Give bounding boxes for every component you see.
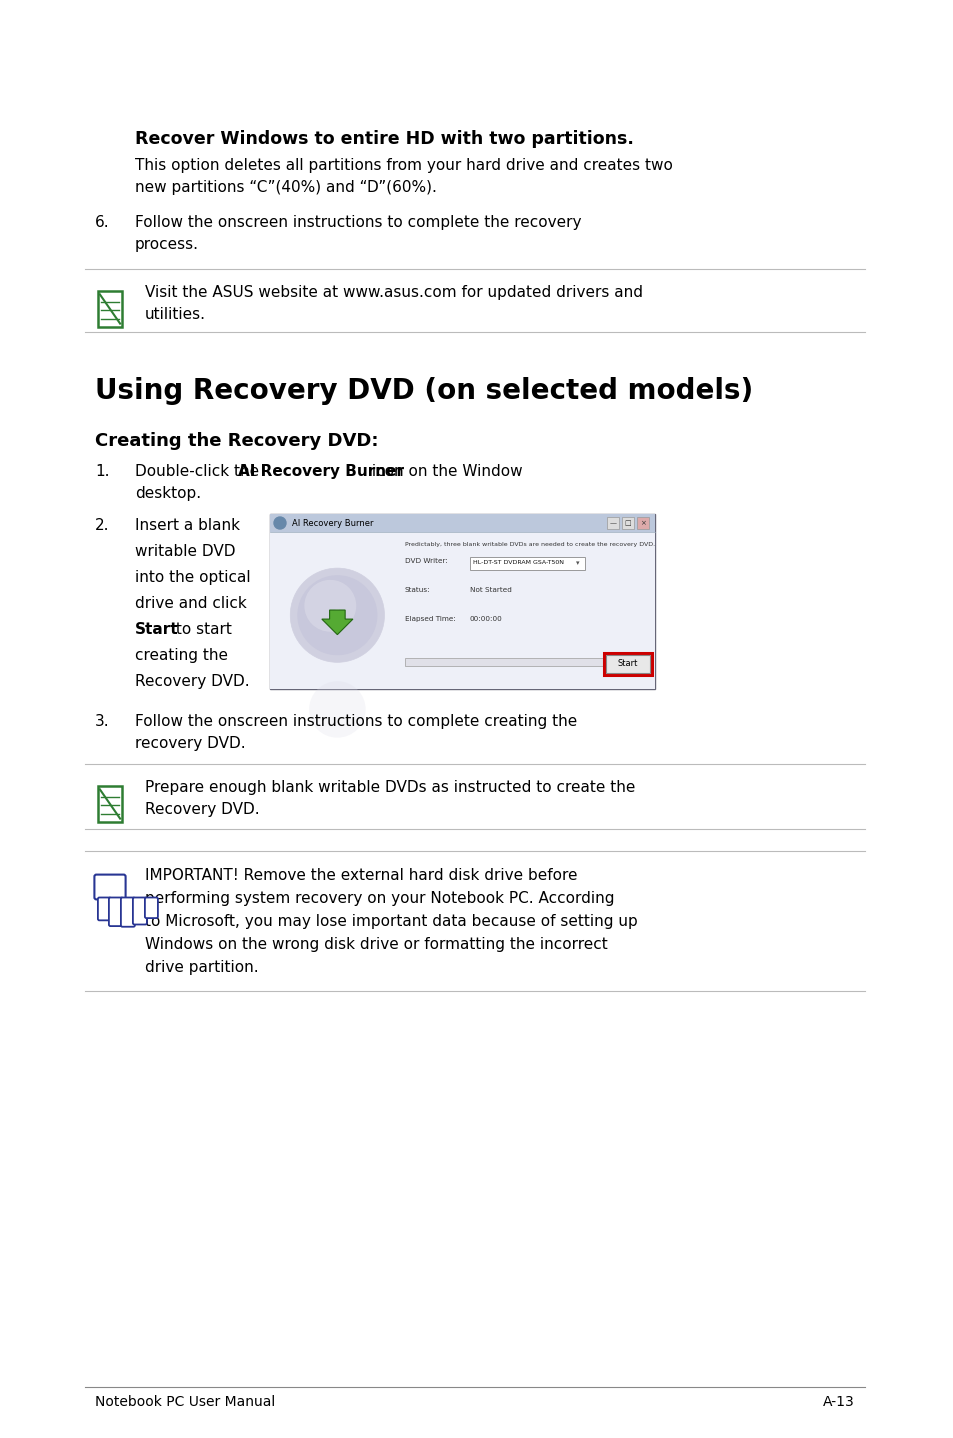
Text: process.: process.	[135, 237, 199, 252]
Text: Status:: Status:	[404, 587, 430, 592]
Text: Visit the ASUS website at www.asus.com for updated drivers and: Visit the ASUS website at www.asus.com f…	[145, 285, 642, 301]
Text: drive partition.: drive partition.	[145, 961, 258, 975]
FancyBboxPatch shape	[637, 518, 648, 529]
Text: desktop.: desktop.	[135, 486, 201, 500]
FancyBboxPatch shape	[605, 654, 649, 673]
Text: creating the: creating the	[135, 649, 228, 663]
Text: IMPORTANT! Remove the external hard disk drive before: IMPORTANT! Remove the external hard disk…	[145, 869, 577, 883]
Text: Prepare enough blank writable DVDs as instructed to create the: Prepare enough blank writable DVDs as in…	[145, 779, 635, 795]
Text: Recovery DVD.: Recovery DVD.	[135, 674, 250, 689]
Text: Recovery DVD.: Recovery DVD.	[145, 802, 259, 817]
Circle shape	[304, 580, 355, 631]
Text: AI Recovery Burner: AI Recovery Burner	[237, 464, 403, 479]
Text: A-13: A-13	[822, 1395, 854, 1409]
Circle shape	[297, 575, 377, 656]
Text: Follow the onscreen instructions to complete creating the: Follow the onscreen instructions to comp…	[135, 715, 577, 729]
FancyBboxPatch shape	[404, 657, 639, 666]
Text: Double-click the: Double-click the	[135, 464, 264, 479]
FancyBboxPatch shape	[270, 532, 655, 689]
FancyBboxPatch shape	[98, 787, 122, 821]
FancyBboxPatch shape	[121, 897, 134, 926]
Text: This option deletes all partitions from your hard drive and creates two: This option deletes all partitions from …	[135, 158, 672, 173]
Text: to Microsoft, you may lose important data because of setting up: to Microsoft, you may lose important dat…	[145, 915, 638, 929]
FancyBboxPatch shape	[270, 513, 655, 532]
Text: into the optical: into the optical	[135, 569, 251, 585]
Text: drive and click: drive and click	[135, 595, 247, 611]
Text: Windows on the wrong disk drive or formatting the incorrect: Windows on the wrong disk drive or forma…	[145, 938, 607, 952]
Text: Not Started: Not Started	[469, 587, 511, 592]
FancyBboxPatch shape	[469, 557, 584, 569]
Text: Start: Start	[618, 659, 638, 669]
Text: Using Recovery DVD (on selected models): Using Recovery DVD (on selected models)	[95, 377, 753, 406]
FancyBboxPatch shape	[621, 518, 634, 529]
Text: icon on the Window: icon on the Window	[367, 464, 522, 479]
Text: —: —	[609, 521, 616, 526]
Text: new partitions “C”(40%) and “D”(60%).: new partitions “C”(40%) and “D”(60%).	[135, 180, 436, 196]
Text: □: □	[624, 521, 631, 526]
Text: utilities.: utilities.	[145, 306, 206, 322]
Text: 2.: 2.	[95, 518, 110, 533]
FancyBboxPatch shape	[98, 292, 122, 326]
Text: performing system recovery on your Notebook PC. According: performing system recovery on your Noteb…	[145, 892, 614, 906]
Text: Start: Start	[135, 623, 178, 637]
Text: 00:00:00: 00:00:00	[469, 615, 502, 623]
Text: 1.: 1.	[95, 464, 110, 479]
Text: AI Recovery Burner: AI Recovery Burner	[292, 519, 374, 528]
Text: ▾: ▾	[576, 559, 578, 567]
Text: recovery DVD.: recovery DVD.	[135, 736, 245, 751]
Text: to start: to start	[171, 623, 232, 637]
Text: Notebook PC User Manual: Notebook PC User Manual	[95, 1395, 275, 1409]
Text: Follow the onscreen instructions to complete the recovery: Follow the onscreen instructions to comp…	[135, 216, 581, 230]
Text: writable DVD: writable DVD	[135, 544, 235, 559]
Text: 3.: 3.	[95, 715, 110, 729]
Text: Recover Windows to entire HD with two partitions.: Recover Windows to entire HD with two pa…	[135, 129, 633, 148]
FancyBboxPatch shape	[606, 518, 618, 529]
Text: DVD Writer:: DVD Writer:	[404, 558, 447, 564]
FancyBboxPatch shape	[98, 897, 111, 920]
Text: Insert a blank: Insert a blank	[135, 518, 240, 533]
Polygon shape	[321, 610, 353, 634]
FancyBboxPatch shape	[132, 897, 147, 925]
Text: Elapsed Time:: Elapsed Time:	[404, 615, 456, 623]
Text: Creating the Recovery DVD:: Creating the Recovery DVD:	[95, 431, 378, 450]
FancyBboxPatch shape	[145, 897, 158, 917]
Circle shape	[290, 568, 384, 663]
Text: HL-DT-ST DVDRAM GSA-T50N: HL-DT-ST DVDRAM GSA-T50N	[473, 561, 563, 565]
Text: Predictably, three blank writable DVDs are needed to create the recovery DVD.: Predictably, three blank writable DVDs a…	[404, 542, 654, 546]
FancyBboxPatch shape	[109, 897, 123, 926]
Circle shape	[332, 610, 343, 621]
Text: 6.: 6.	[95, 216, 110, 230]
FancyBboxPatch shape	[270, 513, 655, 689]
FancyBboxPatch shape	[94, 874, 126, 899]
Circle shape	[309, 682, 365, 738]
Text: ×: ×	[639, 521, 645, 526]
Circle shape	[274, 518, 286, 529]
